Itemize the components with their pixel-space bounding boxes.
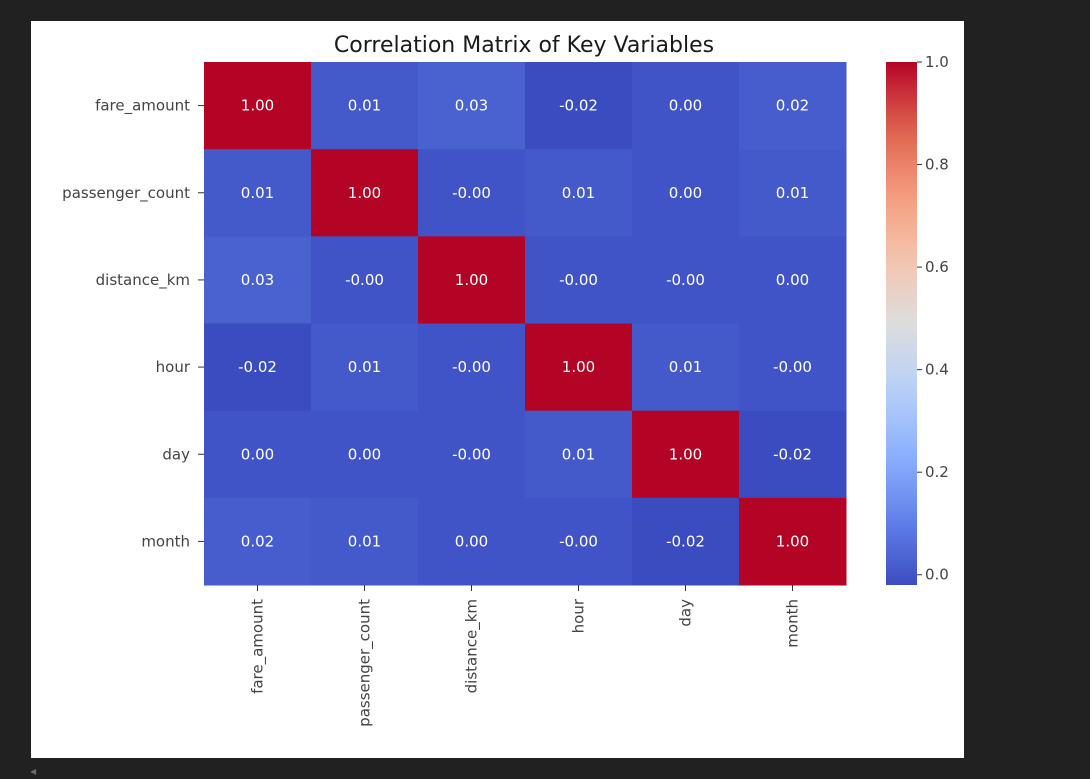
colorbar-tick-label: 0.0 [925,566,949,584]
heatmap-chart: Correlation Matrix of Key Variables 1.00… [62,33,949,727]
cell-value-label: 0.03 [455,97,488,115]
heatmap-cell [739,149,847,237]
heatmap-cell [204,323,312,412]
heatmap-cell [632,410,740,499]
cell-value-label: -0.00 [559,532,598,550]
row-label: fare_amount [95,97,190,116]
colorbar-tick-label: 0.4 [925,361,949,379]
cell-value-label: 1.00 [241,97,274,115]
row-label: hour [156,358,191,376]
heatmap-cell [418,62,526,150]
cell-value-label: 0.00 [455,532,488,550]
heatmap-cell [739,62,847,150]
cell-value-label: -0.02 [773,445,812,463]
heatmap-cell [739,497,847,586]
scroll-left-arrow-icon[interactable]: ◀ [30,767,37,776]
colorbar-tick-label: 0.8 [925,156,949,174]
cell-value-label: 0.02 [241,532,274,550]
column-label: month [784,599,802,648]
colorbar-tick-label: 1.0 [925,53,949,71]
column-labels: fare_amount passenger_count distance_km hou… [249,585,802,727]
cell-value-label: -0.00 [452,184,491,202]
row-label: passenger_count [62,184,190,203]
cell-value-label: 0.02 [776,97,809,115]
heatmap-cell [311,497,419,586]
chart-title: Correlation Matrix of Key Variables [334,33,714,58]
heatmap-cell [418,149,526,237]
colorbar-tick-label: 0.6 [925,258,949,276]
heatmap-cell [525,410,633,499]
heatmap-cell [204,410,312,499]
heatmap-cell [525,497,633,586]
heatmap-cell [204,149,312,237]
cell-value-label: 0.00 [241,445,274,463]
heatmap-cell [311,323,419,412]
heatmap-cell [739,236,847,324]
heatmap-cell [418,497,526,586]
cell-value-label: -0.02 [559,97,598,115]
heatmap-cell [525,236,633,324]
heatmap-cell [311,236,419,324]
heatmap-cell [311,410,419,499]
cell-value-label: 0.00 [669,97,702,115]
cell-value-label: -0.00 [452,358,491,376]
heatmap-cell [311,62,419,150]
row-label: distance_km [96,271,190,290]
cell-value-label: 0.03 [241,271,274,289]
heatmap-cell [418,236,526,324]
row-label: month [141,532,190,550]
column-label: fare_amount [249,599,268,694]
cell-value-label: 0.01 [348,532,381,550]
heatmap-cell [204,236,312,324]
cell-value-label: 1.00 [562,358,595,376]
cell-value-label: 1.00 [455,271,488,289]
heatmap-cell [525,149,633,237]
cell-value-label: 0.01 [348,358,381,376]
column-label: day [677,599,695,627]
heatmap-cell [632,149,740,237]
colorbar-tick-label: 0.2 [925,463,949,481]
cell-value-label: 0.01 [669,358,702,376]
heatmap-cell [739,410,847,499]
cell-value-label: 0.00 [348,445,381,463]
heatmap-cell [204,62,312,150]
heatmap-cells: 1.00 0.01 0.03 -0.02 0.00 0.02 0.01 1.00 -0.00 0.… [204,62,847,586]
cell-value-label: 1.00 [776,532,809,550]
chart-figure: Correlation Matrix of Key Variables 1.00… [31,21,964,758]
cell-value-label: 0.01 [562,184,595,202]
cell-value-label: -0.00 [773,358,812,376]
cell-value-label: -0.02 [238,358,277,376]
colorbar-gradient [886,62,917,585]
colorbar: 0.0 0.2 0.4 0.6 0.8 1.0 [886,53,949,585]
cell-value-label: -0.00 [666,271,705,289]
row-labels: fare_amount passenger_count distance_kmhou… [62,97,204,550]
cell-value-label: -0.02 [666,532,705,550]
heatmap-cell [632,497,740,586]
cell-value-label: -0.00 [452,445,491,463]
heatmap-cell [525,323,633,412]
cell-value-label: -0.00 [559,271,598,289]
column-label: hour [570,598,588,633]
heatmap-cell [739,323,847,412]
cell-value-label: 0.01 [241,184,274,202]
column-label: passenger_count [356,599,375,727]
heatmap-cell [632,323,740,412]
row-label: day [162,445,190,463]
heatmap-cell [632,236,740,324]
cell-value-label: 0.01 [562,445,595,463]
cell-value-label: 1.00 [348,184,381,202]
column-label: distance_km [463,599,482,693]
cell-value-label: -0.00 [345,271,384,289]
heatmap-cell [525,62,633,150]
heatmap-cell [632,62,740,150]
cell-value-label: 0.01 [348,97,381,115]
cell-value-label: 0.01 [776,184,809,202]
cell-value-label: 0.00 [776,271,809,289]
heatmap-cell [418,410,526,499]
heatmap-cell [418,323,526,412]
heatmap-cell [311,149,419,237]
cell-value-label: 1.00 [669,445,702,463]
cell-value-label: 0.00 [669,184,702,202]
heatmap-cell [204,497,312,586]
